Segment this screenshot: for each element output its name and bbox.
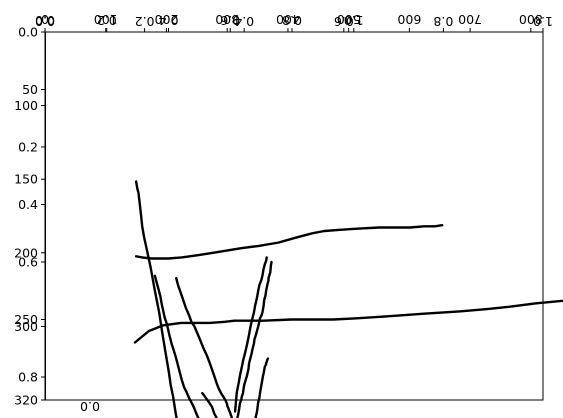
- drawing-y-tick-2-label: 0.2: [18, 140, 38, 155]
- overlap-x-tick-5-label: 1.0: [344, 13, 364, 28]
- figure-x-tick-4-label: 0.8: [433, 14, 453, 29]
- overlap-x-tick-4-label: 0.8: [282, 13, 302, 28]
- drawing-y-tick-1-label: 50: [22, 82, 38, 97]
- figure-x-tick-1-label: 0.2: [135, 14, 155, 29]
- drawing-x-tick-5-label: 500: [337, 12, 361, 27]
- stroke-line-7: [233, 256, 268, 413]
- drawing-x-tick-4-label: 400: [276, 12, 300, 27]
- figure-x-tick-2-label: 0.4: [234, 14, 254, 29]
- stroke-line-6: [236, 260, 273, 418]
- drawing-y-tick-5-label: 250: [14, 312, 38, 327]
- figure-y-tick-5-label: 320: [14, 393, 38, 408]
- stroke-line-3: [134, 180, 178, 418]
- figure-y-tick-4-label: 300: [14, 319, 38, 334]
- axis-ticks: 0.0 0.2 0.4 0.6 0.8 1.00.0 0.2 0.4 0.6 0.8 1.00 100…: [14, 12, 553, 414]
- overlap-x-tick-1-label: 0.2: [97, 13, 117, 28]
- figure-y-tick-0-label: 0.0: [18, 25, 38, 40]
- drawing-y-tick-3-label: 0.4: [18, 197, 38, 212]
- drawing-x-tick-7-label: 700: [458, 12, 482, 27]
- drawing-x-tick-3-label: 300: [215, 12, 239, 27]
- figure-y-tick-1-label: 100: [14, 98, 38, 113]
- drawing-x-tick-0-label: 0: [41, 12, 49, 27]
- figure-x-tick-0-label: 0.0: [35, 14, 55, 29]
- axis-frame: [44, 31, 544, 401]
- drawing-x-tick-8-label: 800: [519, 12, 543, 27]
- overlap-x-tick-2-label: 0.4: [159, 13, 179, 28]
- drawing-x-tick-6-label: 600: [397, 12, 421, 27]
- overlap-x-tick-3-label: 0.6: [220, 13, 240, 28]
- stroke-line-5: [175, 276, 234, 418]
- drawing-y-tick-4-label: 0.6: [18, 255, 38, 270]
- stroke-line-9: [254, 357, 270, 418]
- overlap-bottom-tick-label: 0.0: [80, 399, 100, 414]
- overlap-x-tick-0-label: 0.0: [35, 13, 55, 28]
- drawing-y-tick-6-label: 0.8: [18, 370, 38, 385]
- stroke-line-2: [134, 224, 444, 260]
- drawing-strokes: [133, 180, 563, 418]
- figure-y-tick-3-label: 200: [14, 245, 38, 260]
- drawing-x-tick-2-label: 200: [154, 12, 178, 27]
- figure-x-tick-3-label: 0.6: [334, 14, 354, 29]
- drawing-x-tick-1-label: 100: [94, 12, 118, 27]
- figure-x-tick-5-label: 1.0: [533, 14, 553, 29]
- stroke-line-1: [133, 299, 563, 344]
- stroke-line-8: [201, 391, 219, 418]
- figure-y-tick-2-label: 150: [14, 172, 38, 187]
- stroke-line-4: [153, 274, 200, 418]
